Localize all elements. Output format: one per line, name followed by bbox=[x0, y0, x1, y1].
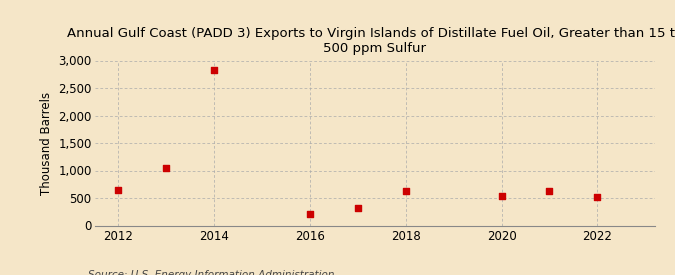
Point bbox=[496, 194, 507, 199]
Title: Annual Gulf Coast (PADD 3) Exports to Virgin Islands of Distillate Fuel Oil, Gre: Annual Gulf Coast (PADD 3) Exports to Vi… bbox=[67, 27, 675, 55]
Point bbox=[161, 166, 171, 170]
Point bbox=[304, 212, 315, 216]
Point bbox=[400, 189, 411, 193]
Point bbox=[113, 188, 124, 192]
Point bbox=[209, 68, 219, 72]
Point bbox=[352, 206, 363, 211]
Text: Source: U.S. Energy Information Administration: Source: U.S. Energy Information Administ… bbox=[88, 271, 334, 275]
Point bbox=[592, 195, 603, 200]
Y-axis label: Thousand Barrels: Thousand Barrels bbox=[40, 91, 53, 195]
Point bbox=[544, 189, 555, 193]
